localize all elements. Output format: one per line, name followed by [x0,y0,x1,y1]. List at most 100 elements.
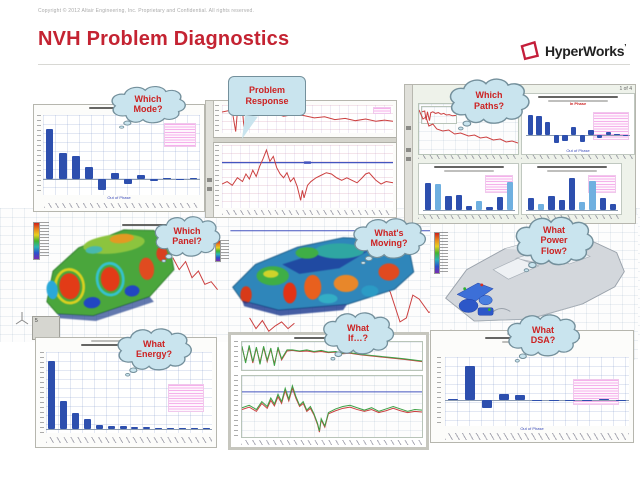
bar [598,398,609,400]
bubble-text: What DSA? [530,324,556,345]
page-title: NVH Problem Diagnostics [38,28,290,50]
x-tick-labels [241,440,423,445]
bar [60,401,68,429]
window-title-text [122,224,177,226]
contour-legend-colorbar [33,222,40,260]
bar [95,425,103,429]
bar [124,179,132,185]
path-energy-chart-left [418,163,519,215]
bar [536,116,542,135]
bar [623,134,629,136]
bar [176,179,185,180]
bar [107,426,115,429]
bar [465,365,476,400]
bar [599,198,606,211]
bar [565,399,576,401]
x-tick-labels [44,203,198,208]
axis-baseline [526,134,630,136]
bar [527,115,533,135]
dsa-bar-plot [445,357,629,426]
bar [588,130,594,135]
thought-bubble-what-if: What If…? [318,310,398,362]
bubble-text: Which Paths? [473,90,504,111]
bar [178,427,186,429]
bar [83,418,92,429]
thought-bubble-which-paths: Which Paths? [444,76,534,132]
bar [189,178,198,179]
chart-title-text [538,96,618,98]
bar [48,361,56,429]
whatif-main-plot [241,375,423,438]
bar [111,172,119,179]
bar [568,177,576,211]
bar [163,177,172,179]
y-axis-ticks [37,115,41,195]
y-axis-ticks [234,341,238,369]
line-series [419,104,518,154]
bar [498,394,509,400]
hyperworks-logo-mark-icon [520,40,540,61]
contour-legend-text [221,240,229,260]
out-of-phase-label: Out of Phase [566,148,590,154]
bar [45,129,54,179]
bar [496,196,503,211]
y-axis-ticks [215,105,219,133]
x-tick-labels [445,433,629,440]
bar [515,394,526,400]
x-tick-labels [521,155,633,159]
bar [425,182,432,211]
bar [445,196,452,211]
x-tick-labels [521,215,620,219]
thought-bubble-what-energy: What Energy? [112,326,196,378]
x-tick-labels [46,437,212,443]
bubble-text: What Power Flow? [540,224,568,256]
bar [481,399,492,408]
callout-problem-response: Problem Response [228,76,306,141]
bar [71,156,80,179]
window-scrollbar[interactable] [206,101,214,217]
legend-block [168,384,204,412]
legend-block [373,107,391,114]
x-tick-labels [418,155,517,159]
legend-block [573,379,619,405]
path-energy-bars [526,173,618,212]
copyright-text: Copyright © 2012 Altair Engineering, Inc… [38,8,255,14]
thought-bubble-which-panel: Which Panel? [150,214,224,264]
thought-bubble-which-mode: Which Mode? [106,84,190,130]
bar [558,200,565,211]
thought-bubble-power-flow: What Power Flow? [510,214,598,274]
bar [579,134,585,142]
line-series [422,107,456,123]
bar [486,207,493,211]
y-axis-ticks [215,145,219,208]
bar [137,175,146,179]
axis-baseline [526,210,618,212]
contour-legend-colorbar [434,232,440,274]
chart-title-text [536,166,607,168]
page-marker: 1 of 4 [619,86,632,92]
bar [506,182,513,211]
bar [72,412,80,429]
bar [190,427,198,429]
y-axis-ticks [40,352,44,433]
dsa-sensitivity-window: In Phase Out of Phase [430,330,634,443]
path-energy-bars [423,173,515,212]
window-scrollbar[interactable] [405,85,413,223]
bubble-text: What If…? [347,322,369,343]
bar [582,399,593,401]
bar [609,203,616,211]
path-energy-chart-right [521,163,622,215]
bar [58,152,67,179]
chart-subtitle-text [546,170,597,172]
bar [435,183,442,211]
panel-divider [213,137,396,143]
thought-bubble-whats-moving: What's Moving? [348,216,430,266]
axis-triad-icon [15,312,29,325]
car-contour-panel-image [46,229,175,322]
in-phase-label: In Phase [569,101,587,107]
chart-title-text [433,166,504,168]
y-axis-ticks [234,375,238,438]
out-of-phase-label: Out of Phase [107,195,131,201]
bubble-text: Which Panel? [172,225,202,246]
paths-inset-plot [421,106,457,124]
